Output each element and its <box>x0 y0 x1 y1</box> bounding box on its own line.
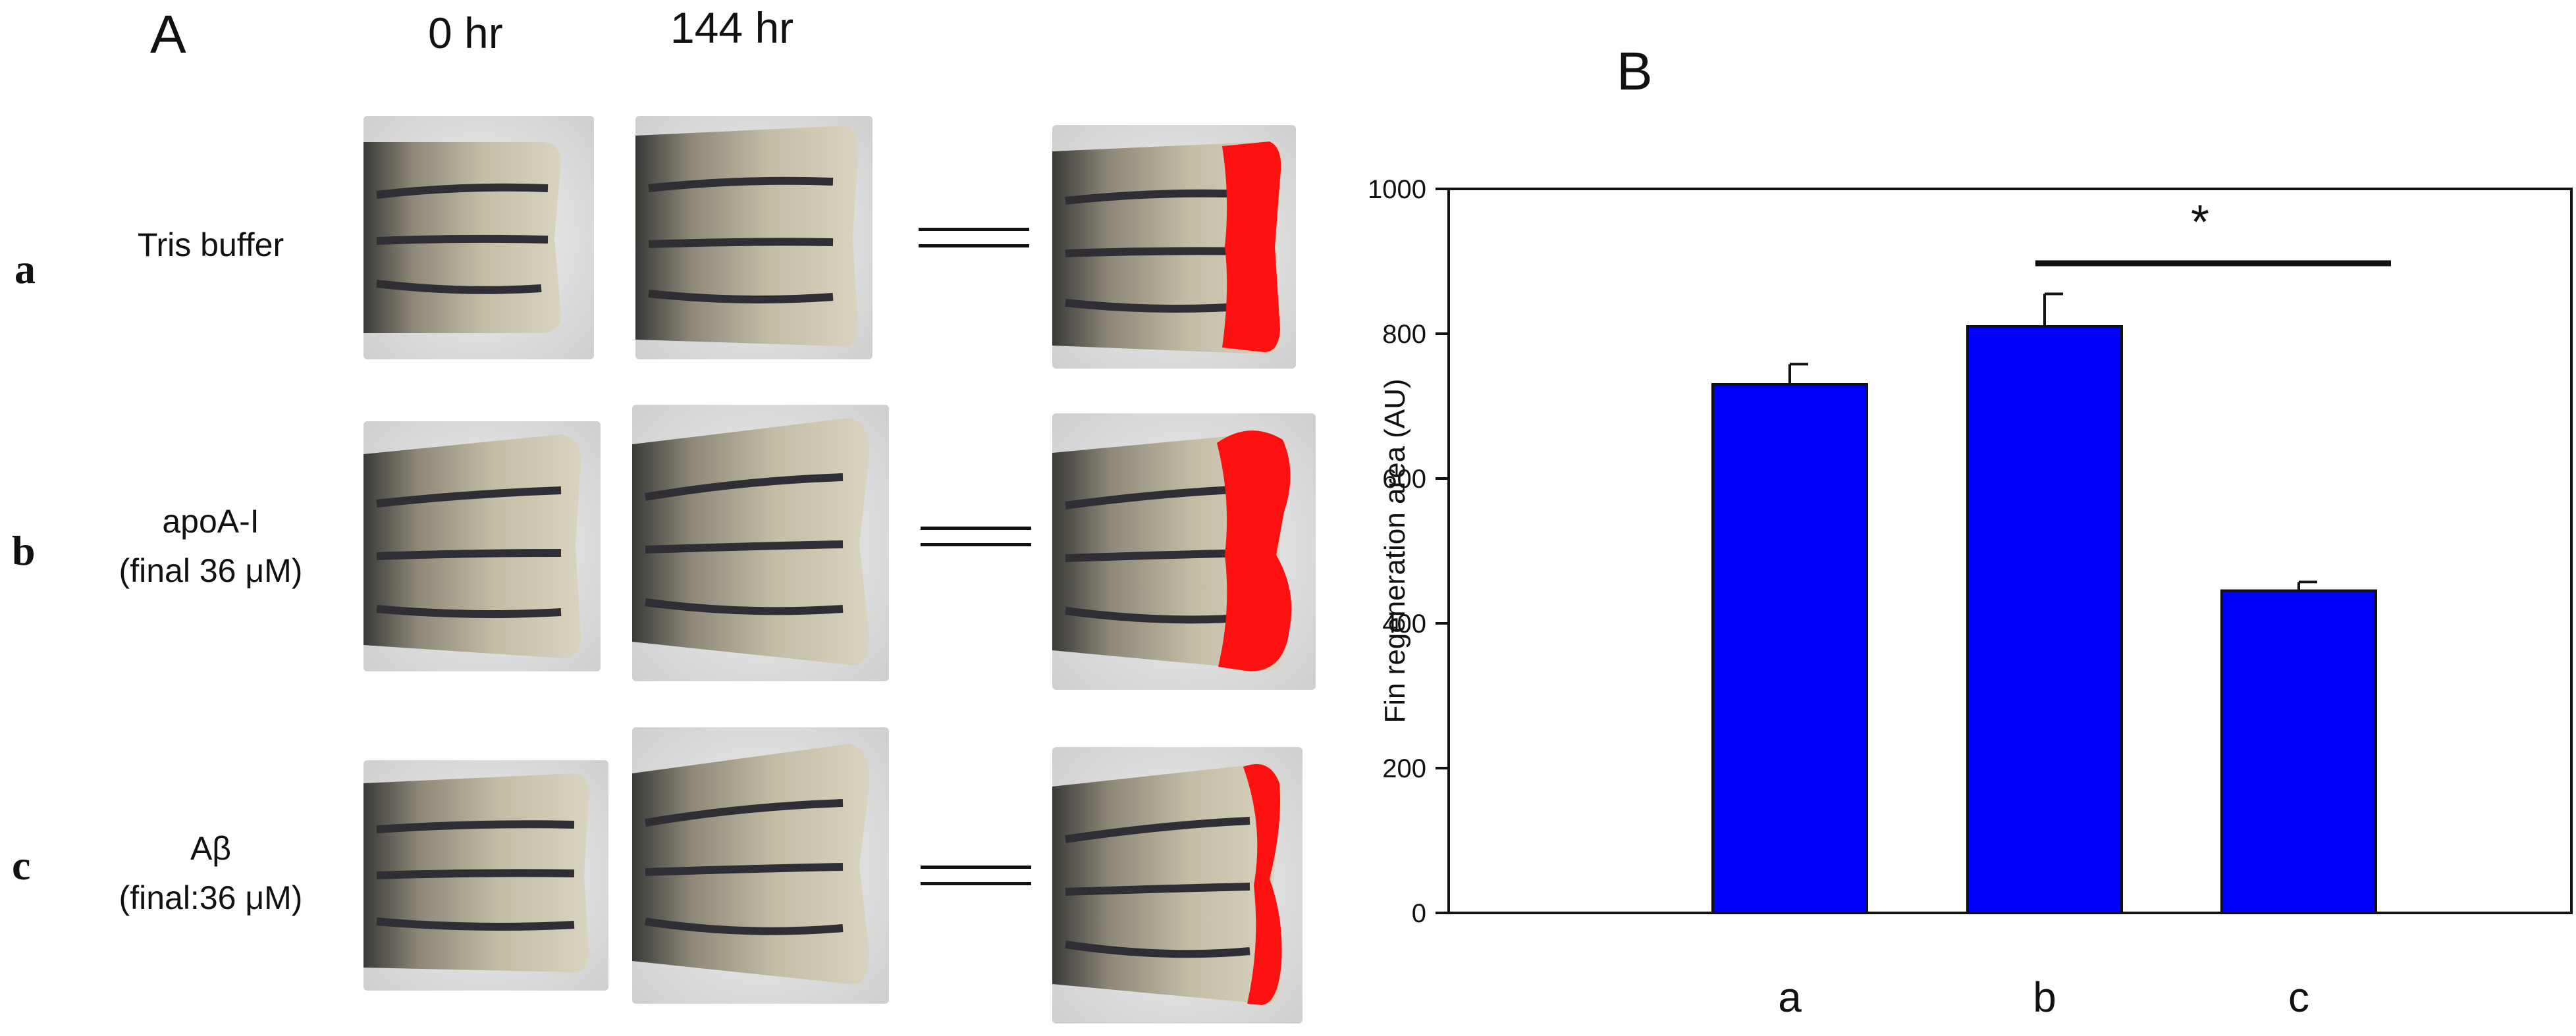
fin-image-a-regeneration <box>1052 125 1296 369</box>
condition-b-line2: (final 36 μM) <box>119 552 303 589</box>
condition-a-line1: Tris buffer <box>137 226 284 263</box>
fin-image-a-144hr <box>635 116 872 359</box>
row-letter-c: c <box>12 842 31 889</box>
row-letter-a: a <box>14 246 36 292</box>
bar-c <box>2220 589 2377 914</box>
y-tick-label: 600 <box>1382 465 1426 494</box>
condition-label-c: Aβ (final:36 μM) <box>79 824 342 923</box>
fin-image-c-regeneration <box>1052 747 1302 1023</box>
condition-label-a: Tris buffer <box>99 220 323 270</box>
column-header-0hr: 0 hr <box>428 9 503 57</box>
equals-sign-b <box>921 527 1031 546</box>
panel-a-label: A <box>150 5 186 65</box>
condition-label-b: apoA-I (final 36 μM) <box>86 497 336 596</box>
row-letter-b: b <box>12 527 36 574</box>
significance-star: * <box>2191 196 2209 249</box>
fin-image-a-0hr <box>363 116 594 359</box>
y-tick-label: 800 <box>1382 320 1426 349</box>
x-tick-label-c: c <box>2288 973 2309 1021</box>
bar-a <box>1711 383 1868 914</box>
y-tick-label: 0 <box>1412 899 1426 928</box>
y-axis-label: Fin regeneration area (AU) <box>1379 378 1411 723</box>
condition-c-line1: Aβ <box>190 830 232 867</box>
equals-sign-a <box>919 228 1029 247</box>
condition-c-line2: (final:36 μM) <box>119 879 303 916</box>
y-tick-label: 200 <box>1382 754 1426 783</box>
column-header-144hr: 144 hr <box>670 3 794 52</box>
fin-image-b-144hr <box>632 405 889 681</box>
x-tick-label-a: a <box>1778 973 1802 1021</box>
fin-image-b-0hr <box>363 421 601 671</box>
y-tick-label: 1000 <box>1370 175 1426 204</box>
fin-image-c-144hr <box>632 727 889 1004</box>
bar-chart: 0 200 400 600 800 1000 Fin regeneration area (… <box>1370 175 2573 1021</box>
x-tick-label-b: b <box>2033 973 2056 1021</box>
fin-image-b-regeneration <box>1052 413 1316 690</box>
condition-b-line1: apoA-I <box>162 503 259 540</box>
panel-b-label: B <box>1617 41 1653 101</box>
bar-b <box>1966 325 2123 914</box>
y-tick-label: 400 <box>1382 609 1426 638</box>
equals-sign-c <box>921 866 1031 885</box>
fin-image-c-0hr <box>363 760 608 991</box>
